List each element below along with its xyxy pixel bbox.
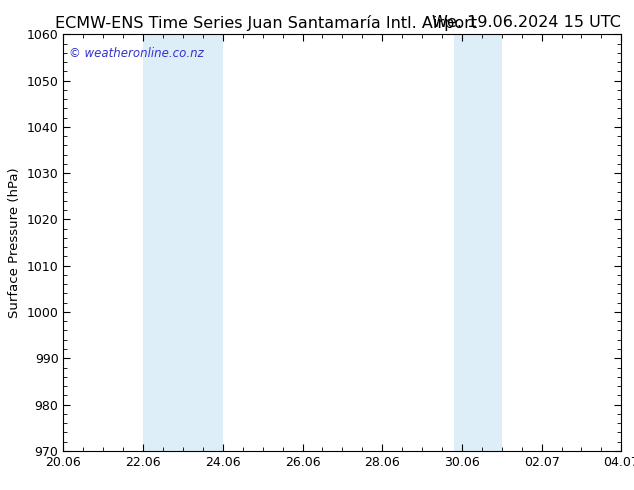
Text: ECMW-ENS Time Series Juan Santamaría Intl. Airport: ECMW-ENS Time Series Juan Santamaría Int… (55, 15, 477, 31)
Bar (454, 34, 501, 451)
Text: © weatheronline.co.nz: © weatheronline.co.nz (69, 47, 204, 60)
Text: We. 19.06.2024 15 UTC: We. 19.06.2024 15 UTC (432, 15, 621, 30)
Y-axis label: Surface Pressure (hPa): Surface Pressure (hPa) (8, 167, 21, 318)
Bar (143, 34, 223, 451)
